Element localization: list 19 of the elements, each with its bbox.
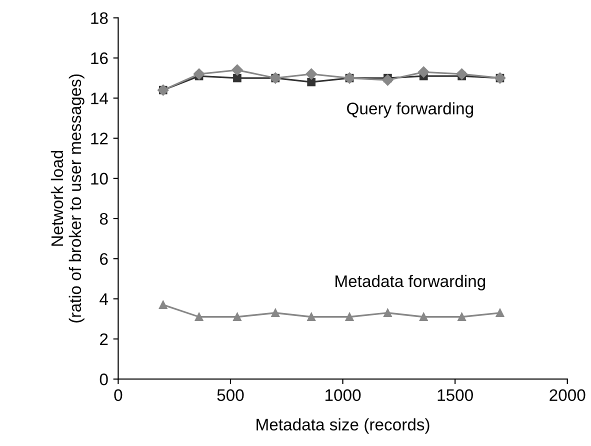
x-tick-label: 1000 bbox=[326, 389, 361, 402]
annotation: Query forwarding bbox=[347, 102, 473, 118]
x-tick-label: 0 bbox=[114, 389, 122, 402]
annotation: Metadata forwarding bbox=[336, 274, 486, 290]
y-tick-label: 8 bbox=[100, 212, 108, 225]
y-tick-label: 12 bbox=[91, 132, 108, 144]
y-tick-label: 6 bbox=[100, 253, 108, 265]
y-tick-label: 0 bbox=[100, 374, 108, 386]
y-tick-label: 16 bbox=[91, 52, 108, 64]
y-tick-label: 4 bbox=[100, 293, 108, 305]
y-axis-title: Network load (ratio of broker to user messages) bbox=[50, 74, 84, 322]
x-tick-label: 1500 bbox=[438, 389, 473, 402]
y-tick-label: 10 bbox=[91, 172, 108, 185]
y-tick-label: 18 bbox=[91, 12, 108, 24]
x-axis-title: Metadata size (records) bbox=[256, 418, 430, 434]
x-tick-label: 2000 bbox=[550, 389, 586, 402]
x-tick-label: 500 bbox=[217, 389, 244, 402]
y-tick-label: 2 bbox=[100, 333, 108, 345]
y-tick-label: 14 bbox=[91, 92, 108, 104]
